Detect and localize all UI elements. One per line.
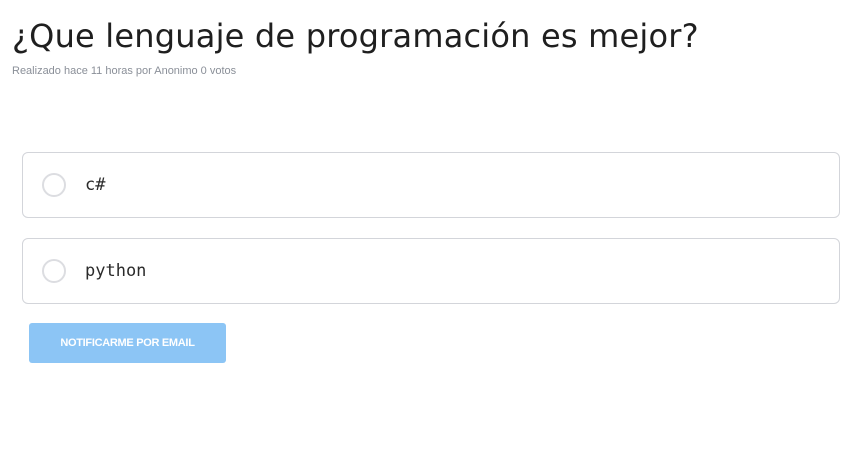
radio-button[interactable] [42,259,66,283]
notify-by-email-button[interactable]: NOTIFICARME POR EMAIL [29,323,226,363]
poll-option-csharp[interactable]: c# [22,152,840,218]
poll-option-python[interactable]: python [22,238,840,304]
poll-vote-count: 0 votos [200,65,237,77]
option-label: c# [85,175,106,195]
poll-options: c# python [22,152,840,324]
page-title: ¿Que lenguaje de programación es mejor? [12,17,699,55]
poll-meta: Realizado hace 11 horas por Anonimo 0 voto… [12,65,239,77]
radio-button[interactable] [42,173,66,197]
poll-created-time: Realizado hace 11 horas [12,65,133,77]
option-label: python [85,261,147,281]
poll-author: por Anonimo [135,65,198,77]
